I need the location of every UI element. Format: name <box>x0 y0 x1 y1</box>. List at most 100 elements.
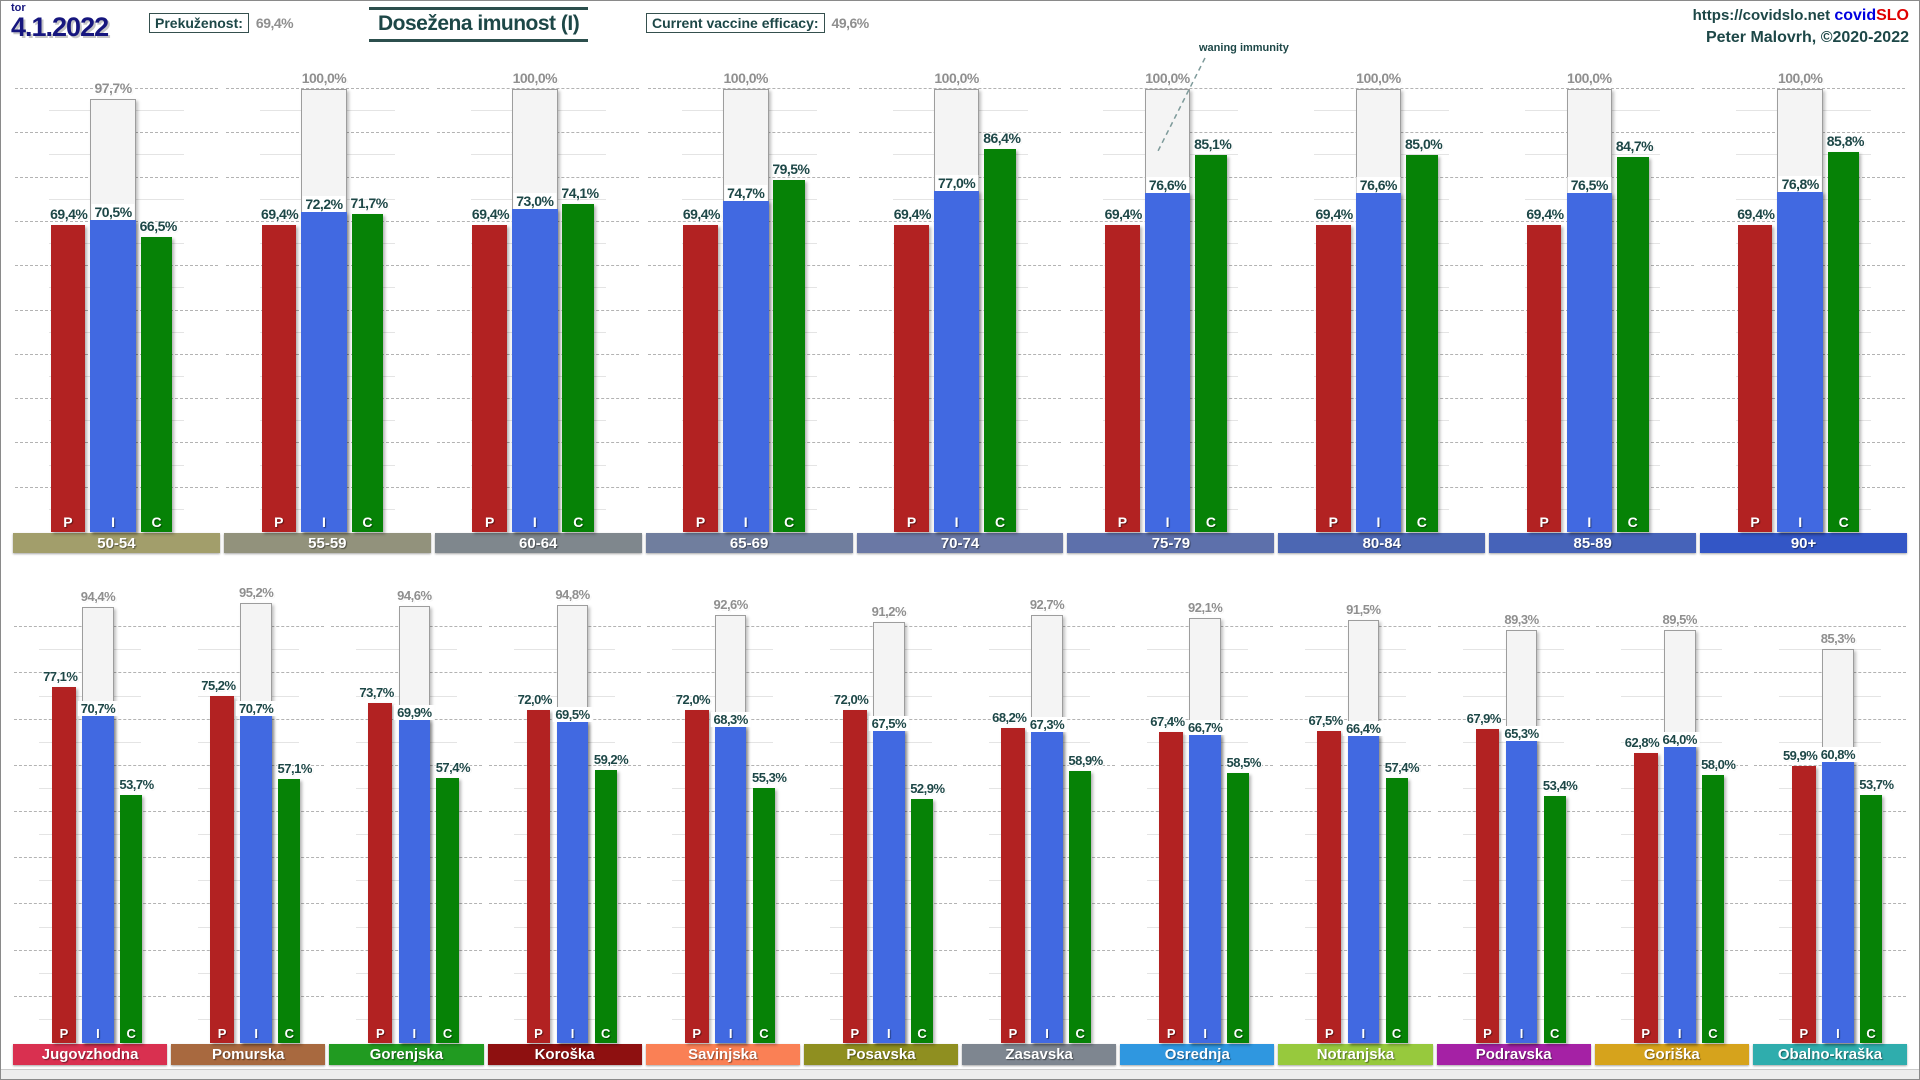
p-bar-letter: P <box>1641 1026 1651 1041</box>
category-band-label: Jugovzhodna <box>41 1046 139 1063</box>
p-bar-letter: P <box>485 514 495 530</box>
p-value-label: 69,4% <box>261 205 299 222</box>
category-band: 55-59 <box>223 533 431 553</box>
i-bar: I <box>556 721 589 1043</box>
category-band: Obalno-kraška <box>1752 1044 1908 1065</box>
category-band-label: Osrednja <box>1164 1046 1230 1063</box>
category-band: 75-79 <box>1067 533 1275 553</box>
potential-value-label: 100,0% <box>723 70 768 86</box>
i-bar-letter: I <box>728 1026 733 1041</box>
i-value-label: 60,8% <box>1817 747 1859 763</box>
potential-value-label: 100,0% <box>301 70 347 86</box>
chart-plot: P I C 69,4% 100,0% 76,8% 85,8% <box>1698 39 1909 532</box>
p-bar-letter: P <box>59 1026 69 1041</box>
i-bar-letter: I <box>1519 1026 1524 1041</box>
i-bar: I <box>1347 736 1380 1043</box>
category-band: 90+ <box>1700 533 1908 553</box>
category-band-label: Goriška <box>1643 1046 1700 1063</box>
prevalence-value: 69,4% <box>255 15 294 31</box>
p-value-label: 67,4% <box>1150 713 1185 729</box>
category-band-label: 60-64 <box>519 534 558 552</box>
category-band: 80-84 <box>1278 533 1486 553</box>
chart-plot: P I C 72,0% 92,6% 68,3% 55,3% <box>644 566 802 1043</box>
chart-plot: P I C 69,4% 100,0% 76,5% 84,7% <box>1487 39 1698 532</box>
chart-plot: P I C 69,4% 100,0% 76,6% 85,1% <box>1065 39 1276 532</box>
i-bar-letter: I <box>532 514 537 530</box>
i-bar-letter: I <box>1361 1026 1366 1041</box>
p-bar-letter: P <box>1008 1026 1018 1041</box>
i-bar: I <box>82 716 114 1043</box>
p-bar-letter: P <box>850 1026 860 1041</box>
chart-plot: P I C 67,4% 92,1% 66,7% 58,5% <box>1118 566 1276 1043</box>
c-bar-letter: C <box>1233 1026 1244 1041</box>
potential-value-label: 100,0% <box>934 70 979 86</box>
c-bar: C <box>140 237 173 532</box>
i-value-label: 70,5% <box>91 203 135 220</box>
c-bar: C <box>351 214 384 532</box>
potential-value-label: 89,3% <box>1504 612 1539 628</box>
p-bar-letter: P <box>1166 1026 1176 1041</box>
c-value-label: 53,7% <box>1859 776 1894 792</box>
c-bar-letter: C <box>784 514 795 530</box>
i-bar: I <box>1355 192 1402 532</box>
i-bar-letter: I <box>412 1026 417 1041</box>
region-chart-row: P I C 77,1% 94,4% 70,7% 53,7% Jugovzhodna P I C 75,… <box>11 566 1909 1065</box>
gridline-major <box>1491 88 1694 89</box>
chart-plot: P I C 69,4% 100,0% 76,6% 85,0% <box>1276 39 1487 532</box>
p-bar-letter: P <box>217 1026 227 1041</box>
category-band: Goriška <box>1594 1044 1749 1065</box>
category-band-label: Posavska <box>846 1046 916 1063</box>
c-bar-letter: C <box>759 1026 769 1041</box>
i-bar: I <box>1566 193 1613 532</box>
category-band: Savinjska <box>645 1044 800 1065</box>
p-value-label: 62,8% <box>1624 734 1660 750</box>
i-bar-letter: I <box>570 1026 575 1041</box>
potential-value-label: 94,8% <box>555 587 590 603</box>
region-chart: P I C 67,9% 89,3% 65,3% 53,4% Podravska <box>1435 566 1593 1065</box>
brand-slo[interactable]: SLO <box>1876 7 1909 24</box>
c-bar-letter: C <box>601 1026 611 1041</box>
gridline-major <box>1702 88 1905 89</box>
i-bar-letter: I <box>1376 514 1381 530</box>
category-band-label: 50-54 <box>97 534 136 552</box>
chart-plot: P I C 62,8% 89,5% 64,0% 58,0% <box>1593 566 1751 1043</box>
chart-plot: P I C 73,7% 94,6% 69,9% 57,4% <box>327 566 485 1043</box>
c-bar: C <box>1406 155 1438 532</box>
c-value-label: 55,3% <box>752 769 787 785</box>
age-group-chart: P I C 69,4% 100,0% 76,6% 85,0% 80-84 <box>1276 39 1487 553</box>
c-bar-letter: C <box>284 1026 295 1041</box>
p-bar: P <box>1159 731 1184 1043</box>
brand-covid[interactable]: covid <box>1834 7 1877 24</box>
chart-plot: P I C 72,0% 91,2% 67,5% 52,9% <box>802 566 960 1043</box>
region-chart: P I C 59,9% 85,3% 60,8% 53,7% Obalno-kraška <box>1751 566 1909 1065</box>
gridline-major <box>1280 88 1484 89</box>
age-group-chart: P I C 69,4% 97,7% 70,5% 66,5% 50-54 <box>11 39 222 553</box>
i-bar-letter: I <box>743 514 748 530</box>
p-bar: P <box>1526 224 1562 532</box>
c-bar: C <box>594 769 617 1043</box>
p-value-label: 75,2% <box>201 677 236 693</box>
c-bar-letter: C <box>1866 1026 1876 1041</box>
p-bar: P <box>1792 766 1816 1043</box>
c-bar-letter: C <box>1708 1026 1718 1041</box>
site-url-link[interactable]: https://covidslo.net covidSLO <box>1693 5 1909 27</box>
i-bar-letter: I <box>954 514 959 530</box>
c-bar-letter: C <box>1075 1026 1085 1041</box>
i-bar-letter: I <box>111 514 115 530</box>
p-bar-letter: P <box>906 514 917 530</box>
potential-value-label: 91,2% <box>871 603 907 619</box>
i-bar-letter: I <box>887 1026 891 1041</box>
c-value-label: 84,7% <box>1615 137 1654 154</box>
chart-plot: P I C 77,1% 94,4% 70,7% 53,7% <box>11 566 169 1043</box>
potential-value-label: 94,6% <box>397 587 432 603</box>
prevalence-stat: Prekuženost: 69,4% <box>149 13 294 33</box>
category-band-label: 90+ <box>1790 534 1817 552</box>
site-url[interactable]: https://covidslo.net <box>1692 7 1831 24</box>
chart-plot: P I C 68,2% 92,7% 67,3% 58,9% <box>960 566 1118 1043</box>
i-bar-letter: I <box>322 514 326 530</box>
p-bar-letter: P <box>63 514 73 530</box>
category-band: 60-64 <box>434 533 642 553</box>
date-block: tor 4.1.2022 <box>11 3 109 41</box>
region-chart: P I C 72,0% 92,6% 68,3% 55,3% Savinjska <box>644 566 802 1065</box>
category-band-label: Obalno-kraška <box>1777 1046 1883 1063</box>
